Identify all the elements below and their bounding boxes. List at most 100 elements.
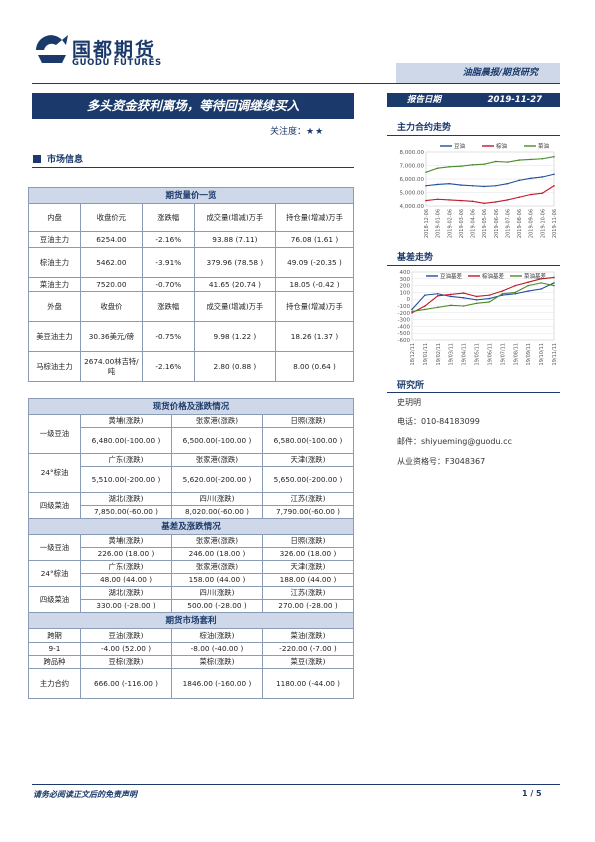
report-type-tag: 油脂晨报/期货研究 [396, 63, 560, 83]
table-row: 5,510.00(-200.00 ) 5,620.00(-200.00 ) 5,… [29, 466, 354, 493]
analyst-email[interactable]: 邮件：shiyueming@guodu.cc [397, 437, 512, 446]
table-header-cell: 涨跌幅 [141, 203, 195, 232]
y-tick-label: 8,000.00 [400, 150, 425, 156]
table-cell: 8.00 (0.64 ) [275, 351, 354, 382]
data-point [437, 295, 439, 297]
data-point [518, 179, 520, 182]
table-cell: 6,580.00(-100.00 ) [262, 427, 354, 454]
table-header-cell: 四川(涨跌) [171, 586, 263, 600]
data-point [437, 292, 439, 295]
table-header-cell: 收盘价 [80, 291, 143, 322]
data-point [425, 171, 427, 174]
table-header-cell: 菜棕(涨跌) [171, 655, 263, 669]
data-point [449, 295, 452, 298]
table-header-cell: 四川(涨跌) [171, 492, 263, 506]
data-point [424, 308, 426, 311]
table-cell: 主力合约 [28, 668, 81, 699]
data-point [540, 288, 542, 290]
x-tick-label: 19/05/11 [475, 343, 481, 365]
table-row: 24°棕油 广东(涨跌) 张家港(涨跌) 天津(涨跌) [28, 453, 354, 493]
table-header-cell: 外盘 [28, 291, 81, 322]
data-point [471, 184, 474, 187]
data-point [449, 304, 452, 307]
data-point [424, 294, 426, 296]
table-cell: 188.00 (44.00 ) [262, 573, 354, 587]
research-title: 研究所 [397, 381, 425, 391]
spot-basis-table: 现货价格及涨跌情况 一级豆油 黄埔(涨跌) 张家港(涨跌) 日照(涨跌) 6,4… [28, 398, 354, 699]
legend-label: 棕油基差 [482, 272, 505, 280]
x-tick-label: 19/03/11 [449, 343, 455, 365]
table-cell: 24°棕油 [28, 560, 81, 587]
data-point [425, 199, 427, 202]
table-cell: 1846.00 (-160.00 ) [171, 668, 263, 699]
x-tick-label: 19/02/11 [436, 343, 442, 365]
data-point [553, 282, 555, 284]
header-divider [32, 83, 560, 84]
data-point [541, 192, 544, 194]
table-row: 四级菜油 湖北(涨跌) 四川(涨跌) 江苏(涨跌) [28, 492, 354, 519]
table-header-cell: 张家港(涨跌) [171, 414, 263, 428]
table-header-cell: 黄埔(涨跌) [80, 534, 172, 548]
table-cell: 马棕油主力 [28, 351, 81, 382]
section-heading: 市场信息 [33, 152, 83, 165]
y-tick-label: -500 [398, 331, 411, 337]
series-line-菜油基差 [411, 282, 555, 312]
y-tick-label: -300 [398, 318, 411, 324]
y-tick-label: 4,000.00 [400, 204, 425, 210]
data-point [424, 305, 426, 307]
legend-label: 菜油基差 [524, 272, 547, 280]
analyst-license: 从业资格号：F3048367 [397, 457, 486, 466]
table-cell: 2.80 (0.88 ) [193, 351, 277, 382]
x-tick-label: 2019-07-06 [505, 209, 511, 238]
data-point [436, 198, 439, 201]
table-cell: -3.91% [141, 247, 195, 278]
data-point [514, 291, 517, 294]
table-header-cell: 张家港(涨跌) [171, 453, 263, 467]
table-header-cell: 张家港(涨跌) [171, 534, 263, 548]
table-row: 跨期 豆油(涨跌) 棕油(涨跌) 菜油(涨跌) [28, 628, 354, 643]
x-tick-label: 19/11/11 [552, 343, 558, 365]
table-header-cell: 成交量(增减)万手 [193, 203, 277, 232]
y-tick-label: 400 [400, 270, 411, 276]
x-tick-label: 19/07/11 [500, 343, 506, 365]
x-tick-label: 2019-01-06 [436, 209, 442, 238]
report-date-value: 2019-11-27 [487, 95, 542, 105]
data-point [540, 282, 542, 284]
x-tick-label: 19/10/11 [539, 343, 545, 365]
table-cell: 326.00 (18.00 ) [262, 547, 354, 561]
data-point [411, 310, 413, 313]
x-tick-label: 2019-10-06 [540, 209, 546, 238]
table-cell: 7520.00 [80, 277, 143, 292]
data-point [448, 182, 451, 185]
table-header-cell: 日照(涨跌) [262, 534, 354, 548]
data-point [529, 193, 532, 196]
table-row: 马棕油主力 2674.00林吉特/吨 -2.16% 2.80 (0.88 ) 8… [28, 351, 354, 382]
table-row: 棕油主力 5462.00 -3.91% 379.96 (78.58 ) 49.0… [28, 247, 354, 278]
table-cell: 5,510.00(-200.00 ) [80, 466, 172, 493]
basis-chart-title: 基差走势 [397, 253, 434, 263]
table-header-cell: 天津(涨跌) [262, 560, 354, 574]
data-point [488, 301, 491, 303]
table-cell: 158.00 (44.00 ) [171, 573, 263, 587]
x-tick-label: 2019-08-06 [517, 209, 523, 238]
data-point [475, 295, 478, 298]
data-point [411, 312, 413, 314]
legend-label: 菜油 [538, 142, 550, 150]
data-point [527, 281, 529, 283]
table-cell: 5462.00 [80, 247, 143, 278]
data-point [506, 182, 509, 185]
table-cell: 6254.00 [80, 231, 143, 248]
data-point [488, 294, 491, 296]
table-cell: 18.05 (-0.42 ) [275, 277, 354, 292]
data-point [495, 160, 497, 163]
guodu-logo-icon [32, 33, 70, 67]
data-point [460, 184, 462, 186]
table-cell: 7,790.00(-60.00 ) [262, 505, 354, 519]
spot-table-title: 现货价格及涨跌情况 [28, 398, 354, 415]
data-point [506, 199, 509, 201]
data-point [483, 185, 485, 188]
data-point [514, 284, 517, 287]
disclaimer-link[interactable]: 请务必阅读正文后的免责声明 [33, 790, 137, 799]
section-title: 市场信息 [47, 155, 84, 165]
table-row: 226.00 (18.00 ) 246.00 (18.00 ) 326.00 (… [29, 547, 354, 561]
